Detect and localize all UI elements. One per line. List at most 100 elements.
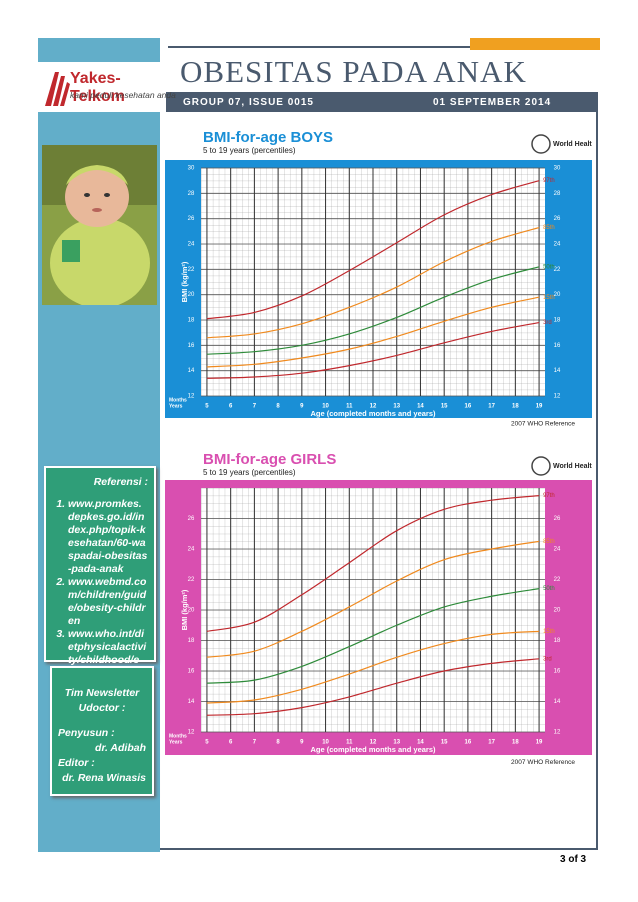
y-tick-label: 12 xyxy=(188,394,195,400)
rule xyxy=(596,112,598,850)
y-tick-label: 12 xyxy=(554,730,561,736)
y-tick-label: 18 xyxy=(554,638,561,644)
org-name: World Health Organization xyxy=(553,463,592,470)
issue: GROUP 07, ISSUE 0015 xyxy=(183,97,314,108)
rule xyxy=(160,848,598,850)
y-tick-label: 12 xyxy=(554,394,561,400)
y-tick-label: 24 xyxy=(188,547,195,553)
series-label: 97th xyxy=(543,178,555,184)
series-label: 3rd xyxy=(543,320,552,326)
logo: Yakes-Telkom kami peduli kesehatan anda xyxy=(38,62,176,112)
y-tick-label: 28 xyxy=(188,191,195,197)
months-label: Months xyxy=(169,397,187,403)
y-tick-label: 16 xyxy=(554,343,561,349)
percentile-line xyxy=(206,658,540,716)
reference: www.promkes.depkes.go.id/index.php/topik… xyxy=(68,498,148,576)
date: 01 SEPTEMBER 2014 xyxy=(433,97,552,108)
y-tick-label: 26 xyxy=(554,216,561,222)
y-tick-label: 22 xyxy=(554,577,561,583)
x-tick-label: 17 xyxy=(488,404,495,410)
percentile-line xyxy=(206,630,540,704)
y-tick-label: 16 xyxy=(188,343,195,349)
y-tick-label: 16 xyxy=(554,669,561,675)
x-tick-label: 5 xyxy=(205,740,209,746)
percentile-line xyxy=(206,321,540,379)
y-tick-label: 26 xyxy=(554,516,561,522)
photo xyxy=(42,145,157,305)
compiler-label: Penyusun : xyxy=(58,727,115,739)
x-tick-label: 10 xyxy=(322,404,329,410)
reference-list: www.promkes.depkes.go.id/index.php/topik… xyxy=(52,498,148,680)
x-tick-label: 13 xyxy=(393,404,400,410)
series-label: 3rd xyxy=(543,656,552,662)
x-tick-label: 9 xyxy=(300,404,304,410)
chart-footer-text: 2007 WHO Reference xyxy=(511,421,575,428)
x-tick-label: 14 xyxy=(417,740,424,746)
x-tick-label: 11 xyxy=(346,404,353,410)
series-label: 15th xyxy=(543,295,555,301)
compiler: dr. Adibah xyxy=(95,742,146,754)
x-tick-label: 11 xyxy=(346,740,353,746)
references-heading: Referensi : xyxy=(93,476,148,488)
series-label: 15th xyxy=(543,629,555,635)
y-axis-label: BMI (kg/m²) xyxy=(180,261,189,302)
y-tick-label: 20 xyxy=(188,608,195,614)
y-tick-label: 24 xyxy=(188,242,195,248)
title: OBESITAS PADA ANAK xyxy=(180,54,527,89)
reference: www.webmd.com/children/guide/obesity-chi… xyxy=(68,576,148,628)
percentile-line xyxy=(206,540,540,658)
x-tick-label: 6 xyxy=(229,740,233,746)
reference: www.who.int/dietphysicalactivity/childho… xyxy=(68,628,148,680)
x-tick-label: 16 xyxy=(465,740,472,746)
accent xyxy=(470,38,600,50)
x-axis-label: Age (completed months and years) xyxy=(310,745,436,754)
y-tick-label: 14 xyxy=(554,699,561,705)
y-tick-label: 16 xyxy=(188,669,195,675)
percentile-line xyxy=(206,180,540,320)
x-axis-label: Age (completed months and years) xyxy=(310,409,436,418)
x-tick-label: 8 xyxy=(276,740,280,746)
series-label: 50th xyxy=(543,264,555,270)
series-label: 85th xyxy=(543,225,555,231)
chart-subtitle: 5 to 19 years (percentiles) xyxy=(203,146,296,155)
y-tick-label: 14 xyxy=(188,699,195,705)
series-label: 85th xyxy=(543,539,555,545)
x-tick-label: 7 xyxy=(253,740,257,746)
chart-header xyxy=(165,450,592,480)
y-tick-label: 22 xyxy=(554,267,561,273)
chart-title: BMI-for-age BOYS xyxy=(203,129,333,146)
x-tick-label: 18 xyxy=(512,740,519,746)
y-tick-label: 24 xyxy=(554,242,561,248)
y-tick-label: 30 xyxy=(554,166,561,172)
x-tick-label: 18 xyxy=(512,404,519,410)
y-tick-label: 20 xyxy=(554,292,561,298)
editor: dr. Rena Winasis xyxy=(62,772,146,784)
references: Referensi : www.promkes.depkes.go.id/inde… xyxy=(44,466,156,679)
y-tick-label: 22 xyxy=(188,577,195,583)
rule xyxy=(168,46,598,48)
percentile-line xyxy=(206,266,540,355)
y-tick-label: 20 xyxy=(554,608,561,614)
x-tick-label: 17 xyxy=(488,740,495,746)
editor-label: Editor : xyxy=(58,757,95,769)
x-tick-label: 9 xyxy=(300,740,304,746)
x-tick-label: 14 xyxy=(417,404,424,410)
x-tick-label: 12 xyxy=(370,404,377,410)
x-tick-label: 13 xyxy=(393,740,400,746)
y-tick-label: 28 xyxy=(554,191,561,197)
x-tick-label: 15 xyxy=(441,404,448,410)
y-tick-label: 14 xyxy=(554,368,561,374)
y-tick-label: 12 xyxy=(188,730,195,736)
org-logo xyxy=(531,456,551,476)
x-tick-label: 19 xyxy=(536,404,543,410)
months-label: Months xyxy=(169,733,187,739)
chart-footer xyxy=(165,418,592,430)
y-tick-label: 22 xyxy=(188,267,195,273)
y-tick-label: 30 xyxy=(188,166,195,172)
y-tick-label: 26 xyxy=(188,516,195,522)
org-name: World Health Organization xyxy=(553,141,592,148)
chart-title: BMI-for-age GIRLS xyxy=(203,451,336,468)
y-tick-label: 18 xyxy=(188,638,195,644)
